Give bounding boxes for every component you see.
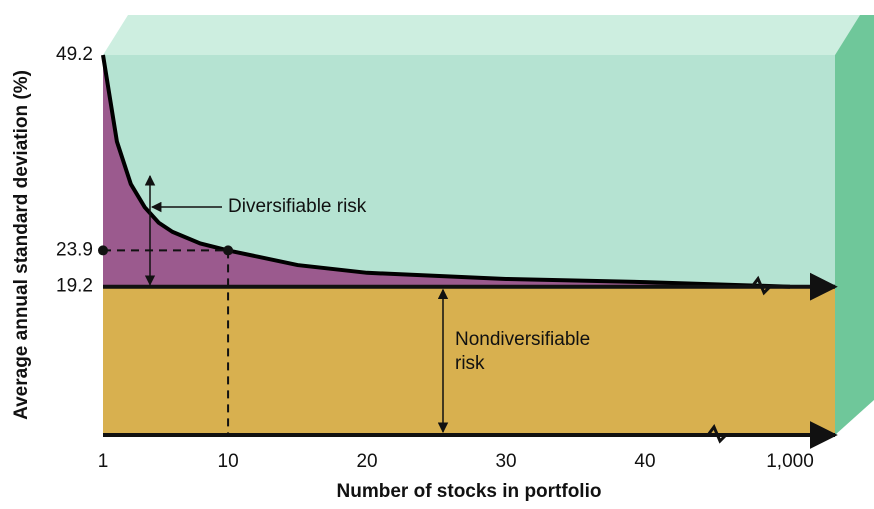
risk-curve bbox=[101, 54, 791, 289]
x-tick-label: 40 bbox=[634, 451, 655, 472]
x-axis-label: Number of stocks in portfolio bbox=[337, 481, 602, 502]
x-tick-label: 30 bbox=[495, 451, 516, 472]
annotation: Diversifiable risk bbox=[228, 196, 367, 217]
highlight-point bbox=[98, 245, 108, 256]
diversifiable-area bbox=[103, 55, 835, 287]
highlight-point bbox=[223, 245, 234, 256]
x-tick-label: 1,000 bbox=[766, 451, 814, 472]
axis-break bbox=[750, 275, 772, 296]
y-tick-label: 23.9 bbox=[56, 239, 93, 260]
y-tick-label: 49.2 bbox=[56, 44, 93, 65]
y-tick-label: 19.2 bbox=[56, 276, 93, 297]
x-tick-label: 10 bbox=[218, 451, 239, 472]
box-side bbox=[835, 15, 874, 435]
y-axis-label: Average annual standard deviation (%) bbox=[11, 70, 32, 420]
x-tick-label: 20 bbox=[356, 451, 377, 472]
nondiversifiable-area bbox=[103, 286, 835, 435]
box-top bbox=[103, 15, 860, 55]
annotation: Nondiversifiable risk bbox=[455, 329, 590, 374]
x-tick-label: 1 bbox=[98, 451, 109, 472]
axis-break bbox=[706, 424, 728, 444]
